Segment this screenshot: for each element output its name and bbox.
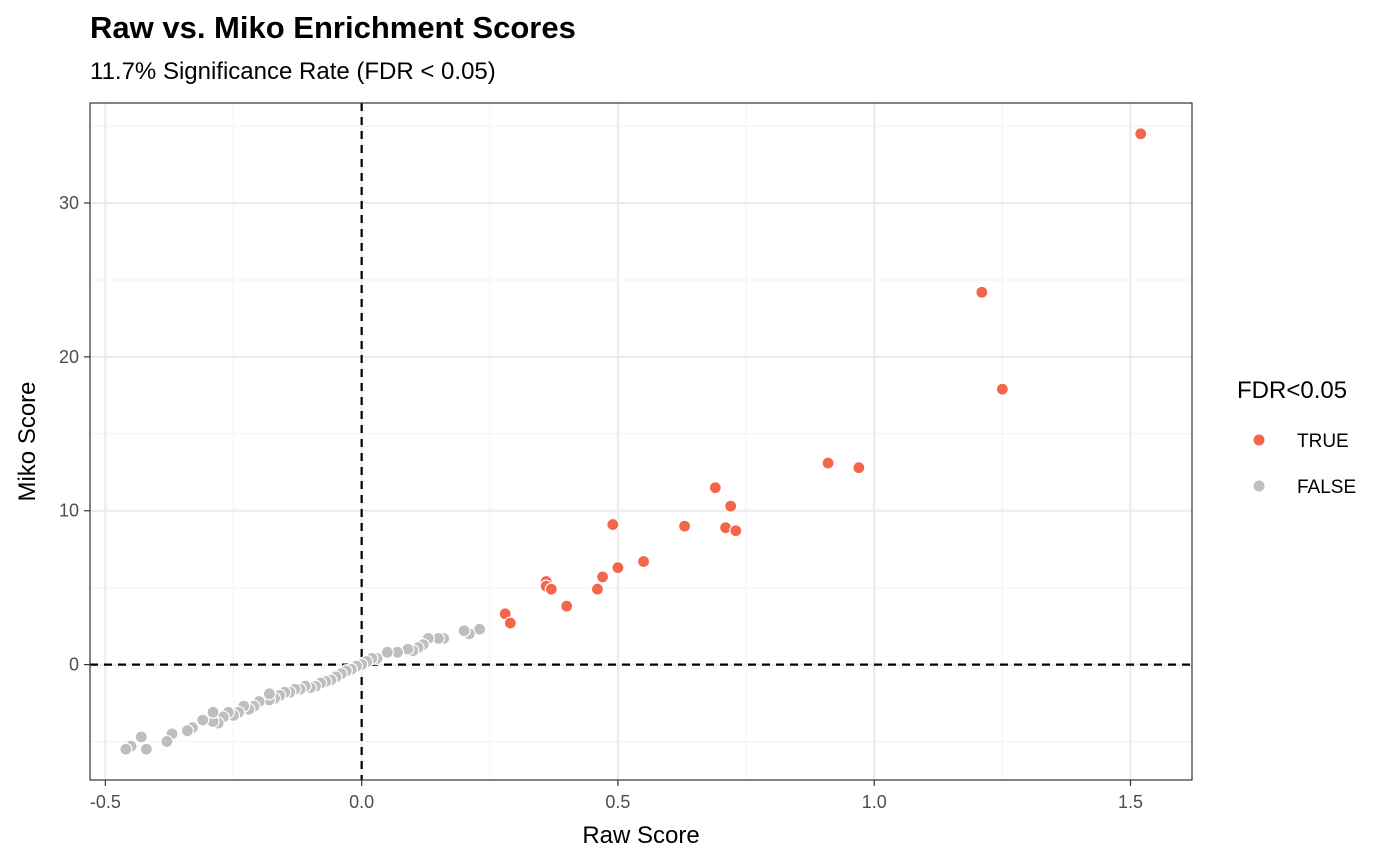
legend: FDR<0.05 TRUE FALSE [1237,377,1356,498]
data-point-true [1134,127,1148,141]
y-axis-ticks: 0 10 20 30 [59,193,90,675]
reference-lines [90,103,1192,780]
data-point-false [139,742,153,756]
legend-swatch-true [1253,434,1265,446]
data-point-false [206,705,220,719]
y-axis-title: Miko Score [14,381,41,501]
x-axis-title: Raw Score [582,822,699,849]
data-point-false [196,713,210,727]
data-point-true [590,582,605,596]
data-point-false [180,724,194,738]
data-point-true [821,456,835,470]
data-point-true [852,461,866,475]
y-tick-label: 20 [59,347,79,367]
x-axis-ticks: -0.5 0.0 0.5 1.0 1.5 [90,780,1143,812]
data-point-false [262,687,276,701]
x-tick-label: 0.0 [349,792,374,812]
legend-swatch-false [1253,480,1265,492]
y-tick-label: 0 [69,655,79,675]
data-point-true [503,616,517,630]
data-point-true [995,382,1009,396]
data-point-true [544,582,558,596]
data-point-true [975,285,989,299]
data-point-true [636,554,651,569]
legend-label-true: TRUE [1297,431,1349,452]
data-point-true [595,570,610,584]
chart-subtitle: 11.7% Significance Rate (FDR < 0.05) [90,58,496,85]
grid-lines [90,103,1192,780]
x-tick-label: 1.5 [1118,792,1143,812]
x-tick-label: -0.5 [90,792,121,812]
legend-label-false: FALSE [1297,477,1356,498]
data-points [119,127,1148,756]
chart-title: Raw vs. Miko Enrichment Scores [90,10,576,45]
data-point-true [606,517,620,532]
data-point-true [724,499,738,513]
data-point-false [119,742,133,756]
data-point-false [160,734,174,749]
panel-border [89,102,1193,781]
data-point-true [560,599,574,613]
legend-title: FDR<0.05 [1237,377,1347,404]
x-tick-label: 1.0 [862,792,887,812]
data-point-true [708,481,722,495]
data-point-true [611,561,625,575]
data-point-false [457,624,471,638]
y-tick-label: 10 [59,501,79,521]
x-tick-label: 0.5 [605,792,630,812]
data-point-false [380,645,394,659]
data-point-true [677,519,692,533]
data-point-false [134,730,148,744]
y-tick-label: 30 [59,193,79,213]
data-point-true [729,524,743,538]
